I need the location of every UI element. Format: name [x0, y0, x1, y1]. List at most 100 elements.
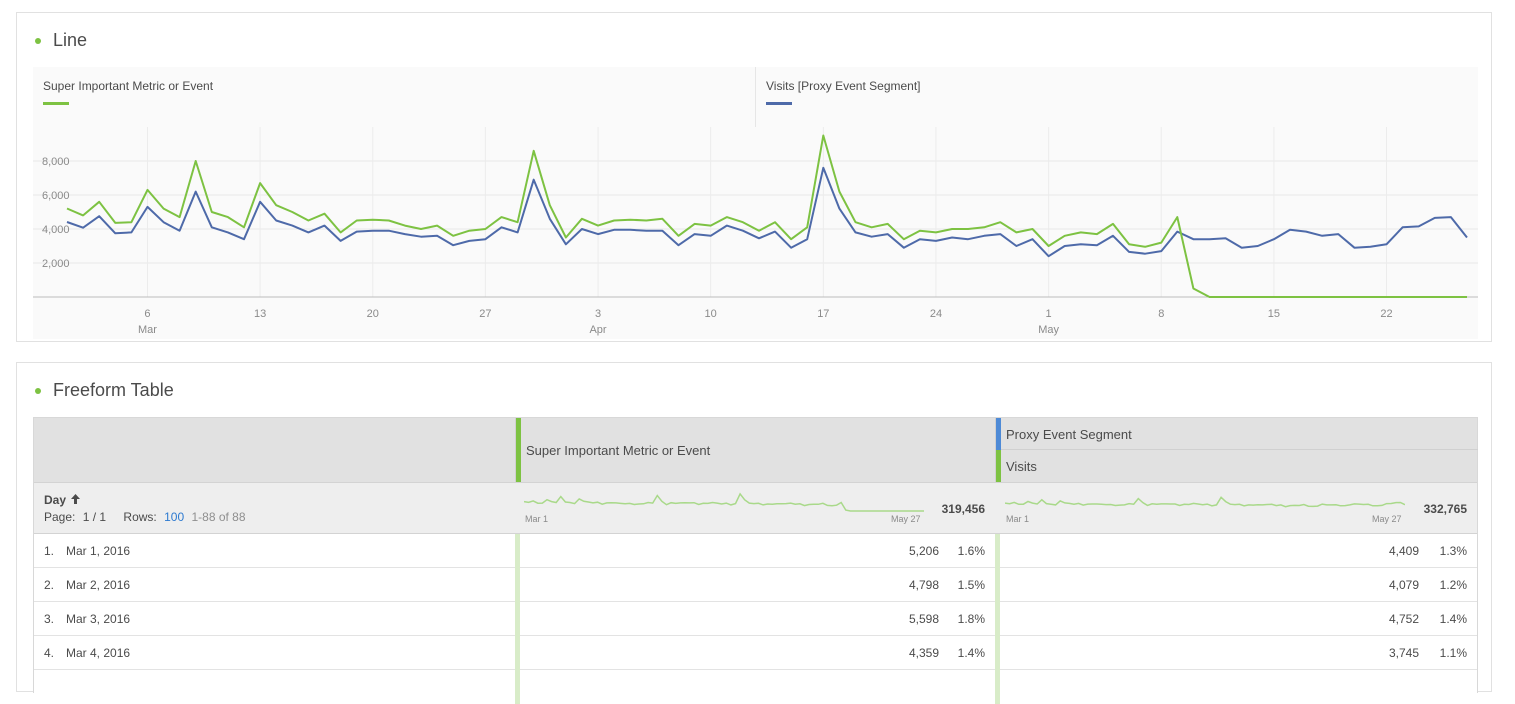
value-bar	[515, 534, 520, 568]
x-month-label: Mar	[138, 324, 157, 336]
metric-percent: 1.2%	[1439, 578, 1467, 592]
sparkline-end-label: May 27	[1372, 514, 1402, 524]
panel-status-dot-icon	[35, 387, 41, 394]
x-tick-label: 8	[1158, 308, 1164, 320]
x-tick-label: 1	[1046, 308, 1052, 320]
legend-swatch-green-icon	[43, 102, 69, 105]
segment-drag-handle-icon[interactable]	[996, 418, 1001, 450]
x-month-label: May	[1038, 324, 1059, 336]
sparkline-end-label: May 27	[891, 514, 921, 524]
row-index: 4.	[44, 646, 55, 660]
metric-percent: 1.1%	[1439, 646, 1467, 660]
metric-percent: 1.6%	[957, 544, 985, 558]
column-total-1: 319,456	[941, 502, 985, 516]
value-bar	[515, 636, 520, 670]
value-bar	[515, 568, 520, 602]
column-metric-title: Super Important Metric or Event	[526, 443, 711, 458]
metric-value: 3,745	[1388, 646, 1419, 660]
freeform-panel-title: Freeform Table	[53, 380, 174, 400]
metric-value: 4,079	[1388, 578, 1419, 592]
line-chart-svg: 8,000 6,000 4,000 2,000 6 Mar 13 20 27 3 Apr 10 17 24…	[33, 127, 1478, 336]
y-tick-label: 6,000	[42, 190, 70, 202]
x-tick-label: 22	[1380, 308, 1392, 320]
sparkline-metric	[524, 492, 924, 512]
legend-item-visits[interactable]: Visits [Proxy Event Segment]	[755, 67, 1478, 127]
series-line-metric	[66, 134, 1467, 298]
value-bar	[995, 636, 1000, 670]
column-segment-title: Proxy Event Segment	[1006, 427, 1132, 442]
x-tick-label: 24	[930, 308, 942, 320]
x-tick-label: 17	[817, 308, 829, 320]
legend-label: Visits [Proxy Event Segment]	[766, 79, 921, 93]
sparkline-visits-line	[1005, 496, 1405, 508]
legend-label: Super Important Metric or Event	[43, 79, 214, 93]
table-row[interactable]	[34, 670, 1477, 704]
row-index: 1.	[44, 544, 55, 558]
metric-percent: 1.4%	[957, 646, 985, 660]
value-bar	[995, 602, 1000, 636]
rows-label: Rows:	[123, 510, 157, 524]
x-tick-label: 27	[479, 308, 491, 320]
dimension-label: Day	[44, 493, 67, 507]
table-row[interactable]: 3. Mar 3, 2016 5,598 1.8% 4,752 1.4%	[34, 602, 1477, 636]
panel-title-line[interactable]: Line	[35, 30, 87, 51]
row-date[interactable]: Mar 2, 2016	[66, 578, 131, 592]
column-metric-title: Visits	[1006, 459, 1037, 474]
freeform-table: Super Important Metric or Event Proxy Ev…	[33, 417, 1478, 704]
metric-header-cell-2[interactable]: Proxy Event Segment Visits	[995, 418, 1478, 482]
table-row[interactable]: 4. Mar 4, 2016 4,359 1.4% 3,745 1.1%	[34, 636, 1477, 670]
table-row[interactable]: 1. Mar 1, 2016 5,206 1.6% 4,409 1.3%	[34, 534, 1477, 568]
column-drag-handle-icon[interactable]	[516, 418, 521, 482]
x-month-label: Apr	[589, 324, 606, 336]
panel-title-freeform[interactable]: Freeform Table	[35, 380, 174, 401]
rows-per-page-select[interactable]: 100	[164, 510, 185, 524]
metric-value: 4,409	[1388, 544, 1419, 558]
x-tick-label: 13	[254, 308, 266, 320]
panel-status-dot-icon	[35, 37, 41, 44]
y-tick-label: 8,000	[42, 156, 70, 168]
table-row[interactable]: 2. Mar 2, 2016 4,798 1.5% 4,079 1.2%	[34, 568, 1477, 602]
row-date[interactable]: Mar 1, 2016	[66, 544, 131, 558]
x-tick-label: 20	[367, 308, 379, 320]
metric-percent: 1.5%	[957, 578, 985, 592]
row-index: 2.	[44, 578, 55, 592]
sparkline-start-label: Mar 1	[525, 514, 549, 524]
arrow-up-icon[interactable]	[71, 494, 81, 504]
dimension-header-cell	[34, 418, 515, 482]
metric-percent: 1.8%	[957, 612, 985, 626]
pagination: Page: 1 / 1 Rows: 100 1-88 of 88	[44, 510, 246, 524]
y-tick-label: 4,000	[42, 224, 70, 236]
metric-header-cell-1[interactable]: Super Important Metric or Event	[515, 418, 995, 482]
legend-swatch-blue-icon	[766, 102, 792, 105]
freeform-table-panel: Freeform Table Super Important Metric or…	[16, 362, 1492, 704]
y-tick-label: 2,000	[42, 258, 70, 270]
x-tick-label: 10	[705, 308, 717, 320]
x-tick-label: 15	[1268, 308, 1280, 320]
line-panel-title: Line	[53, 30, 88, 50]
column-drag-handle-icon[interactable]	[996, 450, 1001, 482]
row-date[interactable]: Mar 4, 2016	[66, 646, 131, 660]
value-bar	[995, 534, 1000, 568]
sparkline-visits	[1005, 496, 1405, 508]
page-value[interactable]: 1 / 1	[82, 510, 107, 524]
sparkline-metric-line	[524, 492, 924, 512]
row-date[interactable]: Mar 3, 2016	[66, 612, 131, 626]
metric-value: 5,598	[908, 612, 939, 626]
value-bar	[995, 670, 1000, 704]
metric-percent: 1.4%	[1439, 612, 1467, 626]
metric-percent: 1.3%	[1439, 544, 1467, 558]
value-bar	[995, 568, 1000, 602]
metric-value: 5,206	[908, 544, 939, 558]
segment-header[interactable]: Proxy Event Segment	[996, 418, 1478, 450]
value-bar	[515, 670, 520, 704]
legend-item-metric[interactable]: Super Important Metric or Event	[33, 67, 755, 127]
x-tick-label: 3	[595, 308, 601, 320]
line-visualization-panel: Line Super Important Metric or Event Vis…	[16, 12, 1492, 342]
row-range: 1-88 of 88	[191, 510, 246, 524]
summary-row: Day Page: 1 / 1 Rows: 100 1-88 of 88 Mar…	[34, 482, 1477, 534]
dimension-title[interactable]: Day	[44, 493, 81, 507]
row-index: 3.	[44, 612, 55, 626]
metric-subheader[interactable]: Visits	[996, 450, 1478, 482]
value-bar	[515, 602, 520, 636]
metric-value: 4,359	[908, 646, 939, 660]
